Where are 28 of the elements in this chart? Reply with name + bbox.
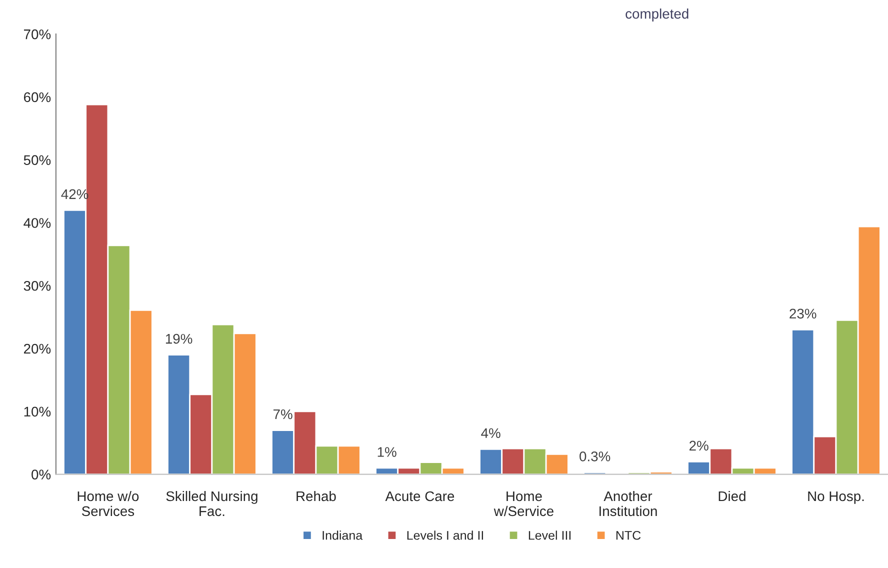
legend-label: Level III xyxy=(528,530,571,540)
y-tick-label: 30% xyxy=(24,280,51,291)
y-tick-label: 60% xyxy=(24,92,51,102)
x-tick-label: Rehab xyxy=(296,490,336,502)
data-label: 1% xyxy=(378,447,396,457)
y-tick-label: 0% xyxy=(32,470,51,480)
data-label: 23% xyxy=(790,308,816,319)
x-tick-label: Died xyxy=(718,490,746,502)
data-label: 4% xyxy=(481,428,500,438)
x-tick-label: Home w/o Services xyxy=(78,490,139,516)
x-tick-label: Home w/Service xyxy=(494,491,554,516)
y-tick-label: 50% xyxy=(24,155,51,166)
x-tick-label: Acute Care xyxy=(385,491,454,502)
legend-label: Indiana xyxy=(322,530,363,540)
y-tick-label: 70% xyxy=(24,29,51,40)
y-tick-label: 10% xyxy=(24,406,51,417)
legend-label: Levels I and II xyxy=(407,530,484,540)
legend-label: NTC xyxy=(616,530,641,540)
x-tick-label: Another Institution xyxy=(600,490,657,516)
data-label: 2% xyxy=(690,440,708,451)
x-tick-label: Skilled Nursing Fac. xyxy=(166,490,258,516)
data-label: 7% xyxy=(273,409,292,420)
y-tick-label: 20% xyxy=(24,344,51,354)
text: completed xyxy=(626,8,688,22)
data-label: 0.3% xyxy=(580,451,610,462)
y-tick-label: 40% xyxy=(24,218,51,228)
data-label: 19% xyxy=(166,334,192,344)
x-tick-label: No Hosp. xyxy=(808,491,864,504)
